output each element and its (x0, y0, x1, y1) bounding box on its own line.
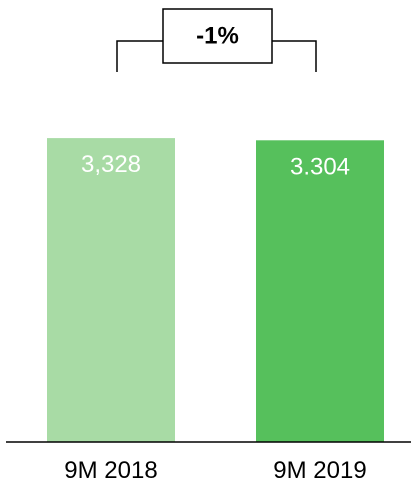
change-box (162, 8, 273, 64)
change-bracket (116, 40, 317, 72)
bar-9m-2018 (47, 138, 175, 442)
bar-9m-2019 (256, 140, 384, 442)
category-label: 9M 2018 (64, 457, 157, 484)
bar-value-label: 3,328 (81, 151, 141, 178)
category-labels: 9M 2018 9M 2019 (64, 457, 366, 484)
category-label: 9M 2019 (273, 457, 366, 484)
bars-group: 3,328 3.304 (47, 138, 384, 442)
bar-value-label: 3.304 (290, 153, 350, 180)
change-percent-label: -1% (196, 22, 239, 49)
